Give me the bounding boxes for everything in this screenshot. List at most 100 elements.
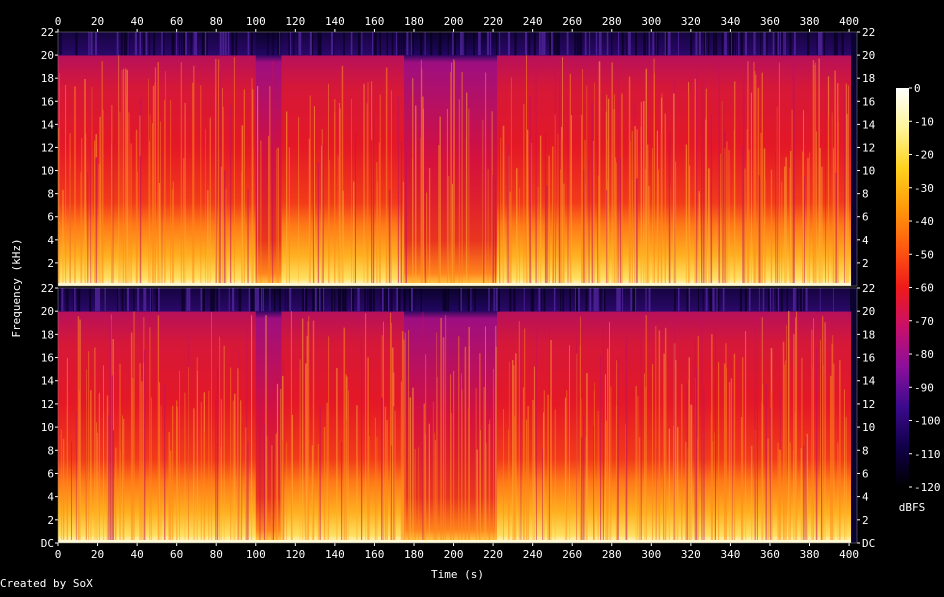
y-tick-label: 10 (41, 421, 54, 434)
x-tick-label: 100 (246, 15, 266, 28)
y-tick-label: DC (41, 537, 54, 550)
cutoff-band-streaks (58, 288, 853, 312)
colorbar-tick-label: -90 (914, 381, 934, 394)
transient-streaks (58, 55, 849, 287)
y-tick-label: 6 (47, 467, 54, 480)
x-tick-label: 240 (523, 15, 543, 28)
y-tick-label: 8 (862, 188, 869, 201)
y-tick-label: 12 (41, 141, 54, 154)
y-tick-label: 20 (862, 305, 875, 318)
y-tick-label: 8 (862, 444, 869, 457)
x-tick-label: 400 (839, 548, 859, 561)
y-tick-label: 16 (41, 95, 54, 108)
x-tick-label: 0 (55, 15, 62, 28)
x-tick-label: 260 (562, 548, 582, 561)
y-tick-label: 10 (41, 165, 54, 178)
x-tick-label: 40 (130, 548, 143, 561)
x-tick-label: 360 (760, 15, 780, 28)
x-tick-label: 320 (681, 15, 701, 28)
x-axis-label: Time (s) (431, 568, 484, 581)
y-tick-label: 22 (862, 282, 875, 295)
y-tick-label: 2 (862, 257, 869, 270)
x-tick-label: 180 (404, 15, 424, 28)
x-tick-label: 240 (523, 548, 543, 561)
y-axis-label: Frequency (kHz) (10, 238, 23, 337)
x-tick-label: 220 (483, 15, 503, 28)
colorbar-tick-label: -60 (914, 282, 934, 295)
x-tick-label: 120 (285, 15, 305, 28)
y-tick-label: 4 (47, 234, 54, 247)
x-tick-label: 360 (760, 548, 780, 561)
end-of-audio (851, 32, 857, 286)
y-tick-label: 12 (41, 398, 54, 411)
y-tick-label: 2 (47, 257, 54, 270)
y-tick-label: 10 (862, 165, 875, 178)
y-tick-label: DC (862, 537, 875, 550)
x-tick-label: 380 (800, 548, 820, 561)
x-tick-label: 100 (246, 548, 266, 561)
x-tick-label: 20 (91, 548, 104, 561)
y-tick-label: 12 (862, 398, 875, 411)
y-tick-label: 20 (41, 305, 54, 318)
panel-frame (57, 31, 858, 287)
y-tick-label: 6 (47, 211, 54, 224)
credit-text: Created by SoX (0, 577, 93, 590)
x-tick-label: 180 (404, 548, 424, 561)
x-tick-label: 340 (720, 15, 740, 28)
dc-band (58, 283, 852, 286)
x-tick-label: 200 (444, 15, 464, 28)
x-tick-label: 400 (839, 15, 859, 28)
x-tick-label: 160 (364, 15, 384, 28)
y-tick-label: 2 (47, 514, 54, 527)
x-tick-label: 80 (210, 548, 223, 561)
y-tick-label: 22 (41, 26, 54, 39)
y-tick-label: 14 (41, 118, 55, 131)
y-tick-label: 14 (862, 375, 876, 388)
x-tick-label: 320 (681, 548, 701, 561)
x-tick-label: 20 (91, 15, 104, 28)
y-tick-label: 22 (862, 26, 875, 39)
x-tick-label: 120 (285, 548, 305, 561)
y-tick-label: 2 (862, 514, 869, 527)
y-tick-label: 8 (47, 188, 54, 201)
cutoff-band-streaks (58, 32, 844, 56)
end-of-audio (851, 288, 857, 543)
colorbar-tick-label: -70 (914, 315, 934, 328)
y-tick-label: 16 (41, 352, 54, 365)
x-tick-label: 340 (720, 548, 740, 561)
colorbar-label: dBFS (899, 501, 926, 514)
x-tick-label: 60 (170, 548, 183, 561)
dc-band (58, 540, 852, 543)
y-tick-label: 8 (47, 444, 54, 457)
colorbar-tick-label: -110 (914, 448, 941, 461)
colorbar-tick-label: -20 (914, 149, 934, 162)
colorbar-tick-label: -10 (914, 115, 934, 128)
x-tick-label: 280 (602, 15, 622, 28)
y-tick-label: 14 (862, 118, 876, 131)
y-tick-label: 22 (41, 282, 54, 295)
y-tick-label: 6 (862, 211, 869, 224)
y-tick-label: 16 (862, 352, 875, 365)
channel-panel-1 (58, 32, 857, 287)
y-tick-label: 18 (41, 72, 54, 85)
colorbar-tick-label: -30 (914, 182, 934, 195)
y-tick-label: 4 (862, 491, 869, 504)
x-tick-label: 200 (444, 548, 464, 561)
x-tick-label: 280 (602, 548, 622, 561)
x-tick-label: 300 (641, 548, 661, 561)
y-tick-label: 10 (862, 421, 875, 434)
x-tick-label: 260 (562, 15, 582, 28)
x-tick-label: 300 (641, 15, 661, 28)
x-tick-label: 380 (800, 15, 820, 28)
colorbar (896, 88, 909, 487)
colorbar-tick-label: 0 (914, 82, 921, 95)
x-tick-label: 60 (170, 15, 183, 28)
x-tick-label: 140 (325, 15, 345, 28)
y-tick-label: 20 (41, 49, 54, 62)
x-tick-label: 220 (483, 548, 503, 561)
y-tick-label: 18 (862, 328, 875, 341)
colorbar-tick-label: -100 (914, 415, 941, 428)
panel-frame (57, 287, 858, 544)
